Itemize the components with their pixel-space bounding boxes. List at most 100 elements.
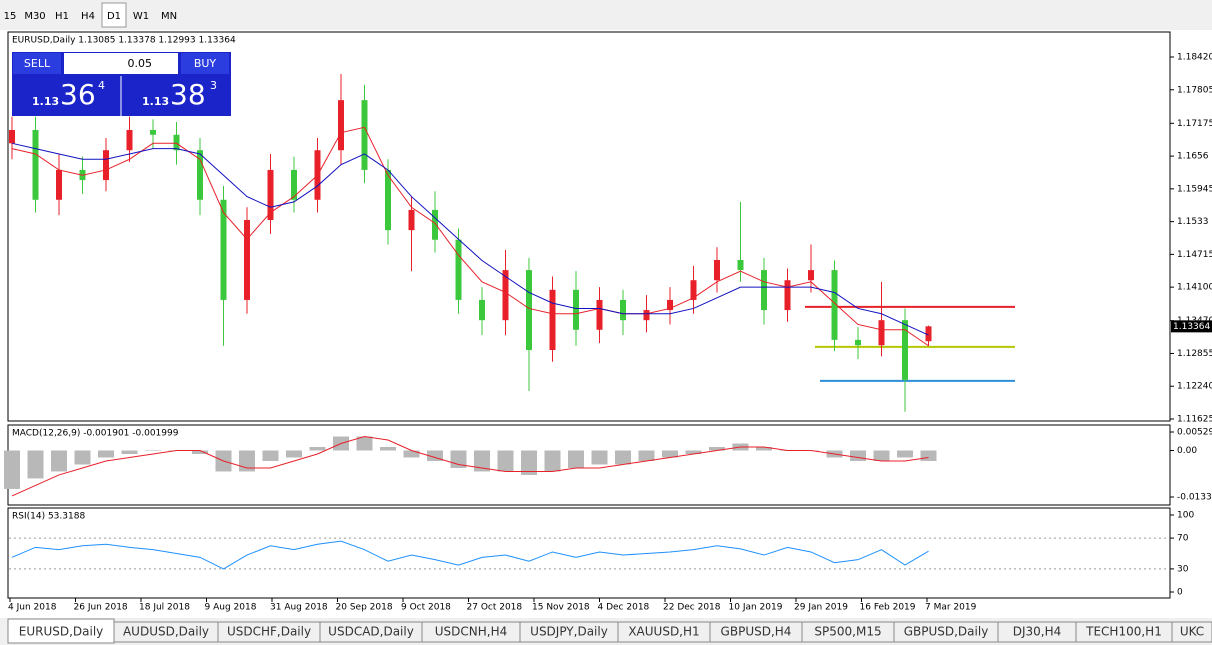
macd-bar — [380, 446, 396, 451]
candle-body — [479, 299, 485, 321]
macd-bar — [638, 450, 655, 461]
buy-button[interactable] — [181, 53, 229, 74]
x-tick-label: 22 Dec 2018 — [663, 603, 721, 613]
tab-label[interactable]: USDCNH,H4 — [435, 625, 508, 639]
macd-bar — [615, 450, 631, 465]
candle-body — [690, 280, 697, 300]
y-tick-label: 1.1656 — [1177, 152, 1209, 162]
ask-sup: 3 — [210, 79, 217, 92]
x-tick-label: 18 Jul 2018 — [139, 603, 190, 613]
macd-bar — [4, 450, 20, 489]
chart-area — [0, 30, 1212, 618]
timeframe-label[interactable]: D1 — [107, 11, 121, 22]
ask-big: 1.13 — [142, 95, 169, 108]
x-tick-label: 4 Jun 2018 — [8, 603, 57, 613]
rsi-label: RSI(14) 53.3188 — [12, 512, 85, 522]
macd-bar — [756, 446, 772, 451]
y-tick-label: 0 — [1177, 588, 1183, 598]
macd-bar — [521, 450, 537, 475]
timeframe-button[interactable] — [22, 3, 48, 27]
candle-body — [737, 259, 744, 271]
macd-bar — [591, 450, 608, 465]
timeframe-button[interactable] — [101, 2, 127, 28]
candle-body — [620, 299, 626, 321]
candle-body — [9, 129, 15, 144]
sell-label[interactable]: SELL — [24, 57, 51, 70]
y-tick-label: 1.11625 — [1177, 415, 1212, 425]
candle-body — [526, 270, 532, 351]
macd-bar — [356, 436, 373, 451]
tab-label[interactable]: USDJPY,Daily — [530, 625, 608, 639]
x-tick-label: 16 Feb 2019 — [860, 603, 916, 613]
tab-label[interactable]: AUDUSD,Daily — [123, 625, 209, 639]
x-tick-label: 31 Aug 2018 — [270, 603, 328, 613]
timeframe-button[interactable] — [50, 3, 74, 27]
lot-value[interactable]: 0.05 — [128, 57, 153, 70]
macd-label: MACD(12,26,9) -0.001901 -0.001999 — [12, 429, 179, 439]
macd-bar — [474, 450, 490, 472]
lot-input[interactable] — [64, 53, 178, 74]
macd-bar — [873, 450, 890, 461]
candle-body — [173, 134, 180, 151]
sell-button[interactable] — [13, 53, 61, 74]
y-tick-label: 1.12240 — [1177, 382, 1212, 392]
candle-body — [902, 320, 908, 380]
candle-body — [197, 150, 203, 200]
tab-label[interactable]: UKC — [1180, 625, 1204, 639]
candle-body — [714, 259, 720, 281]
macd-bar — [897, 450, 913, 458]
tab-label[interactable]: EURUSD,Daily — [19, 625, 104, 639]
candle-body — [385, 169, 391, 231]
macd-bar — [309, 446, 326, 451]
candle-body — [267, 169, 274, 221]
candle-body — [831, 270, 838, 340]
timeframe-button[interactable] — [156, 3, 182, 27]
tab[interactable] — [7, 618, 115, 644]
tab-label[interactable]: USDCAD,Daily — [328, 625, 414, 639]
rsi-line — [11, 540, 929, 570]
macd-bar — [51, 450, 67, 472]
macd-bar — [239, 450, 255, 472]
tab-label[interactable]: DJ30,H4 — [1013, 625, 1062, 639]
macd-bar — [497, 450, 514, 472]
candle-body — [291, 169, 297, 200]
macd-bar — [920, 450, 937, 461]
y-tick-label: 1.17805 — [1177, 85, 1212, 95]
candle-body — [596, 299, 603, 330]
x-tick-label: 29 Jan 2019 — [794, 603, 848, 613]
price-pane — [7, 31, 1171, 422]
tab-label[interactable]: GBPUSD,H4 — [721, 625, 792, 639]
macd-bar — [74, 450, 91, 465]
macd-bar — [262, 450, 279, 461]
x-tick-label: 20 Sep 2018 — [336, 603, 393, 613]
moving-average — [11, 126, 929, 347]
timeframe-label[interactable]: W1 — [133, 11, 149, 22]
candle-body — [925, 326, 932, 342]
y-tick-label: 1.14715 — [1177, 250, 1212, 260]
rsi-pane — [7, 507, 1171, 599]
timeframe-button[interactable] — [76, 3, 100, 27]
tab[interactable] — [1171, 621, 1212, 643]
tab-label[interactable]: TECH100,H1 — [1085, 625, 1162, 639]
macd-bar — [98, 450, 114, 458]
candle-body — [432, 209, 438, 240]
timeframe-button[interactable] — [0, 3, 20, 27]
macd-bar — [685, 450, 702, 454]
x-tick-label: 26 Jun 2018 — [74, 603, 128, 613]
timeframe-label[interactable]: MN — [161, 11, 177, 22]
tab-label[interactable]: XAUUSD,H1 — [628, 625, 699, 639]
x-tick-label: 9 Aug 2018 — [205, 603, 257, 613]
tab-label[interactable]: GBPUSD,Daily — [904, 625, 989, 639]
timeframe-label[interactable]: M30 — [24, 11, 45, 22]
timeframe-label[interactable]: H4 — [81, 11, 95, 22]
buy-label[interactable]: BUY — [194, 57, 217, 70]
timeframe-label[interactable]: 15 — [4, 11, 17, 22]
timeframe-label[interactable]: H1 — [55, 11, 69, 22]
timeframe-button[interactable] — [128, 3, 154, 27]
candle-body — [455, 239, 462, 300]
tab-label[interactable]: SP500,M15 — [814, 625, 881, 639]
y-tick-label: 1.15945 — [1177, 184, 1212, 194]
candle-body — [855, 339, 861, 346]
tab-label[interactable]: USDCHF,Daily — [227, 625, 311, 639]
